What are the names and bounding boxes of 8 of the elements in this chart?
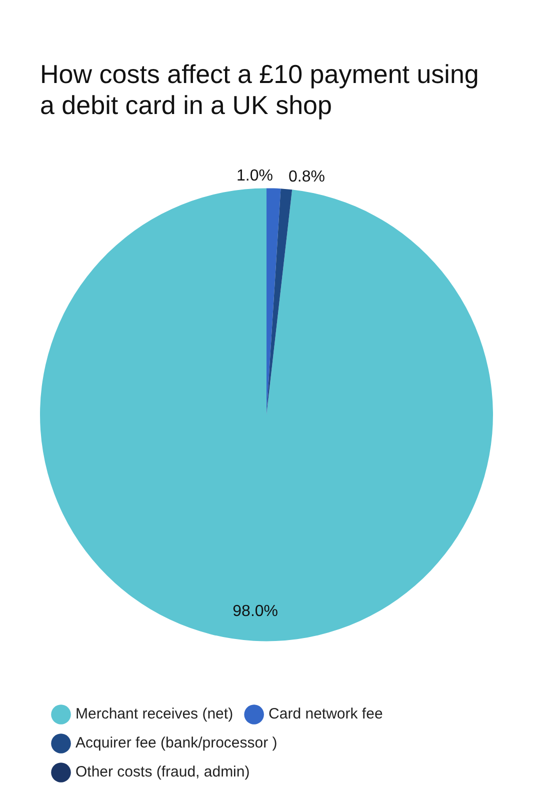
data-label: 98.0% bbox=[232, 602, 278, 620]
legend-label: Card network fee bbox=[268, 706, 383, 723]
data-label: 0.8% bbox=[288, 168, 325, 186]
legend-label: Merchant receives (net) bbox=[76, 706, 234, 723]
legend-label: Acquirer fee (bank/processor ) bbox=[76, 734, 278, 752]
chart-title: How costs affect a £10 payment using a debit card in a UK shop bbox=[40, 58, 479, 120]
data-label: 1.0% bbox=[236, 168, 274, 185]
legend-label: Other costs (fraud, admin) bbox=[76, 764, 250, 781]
